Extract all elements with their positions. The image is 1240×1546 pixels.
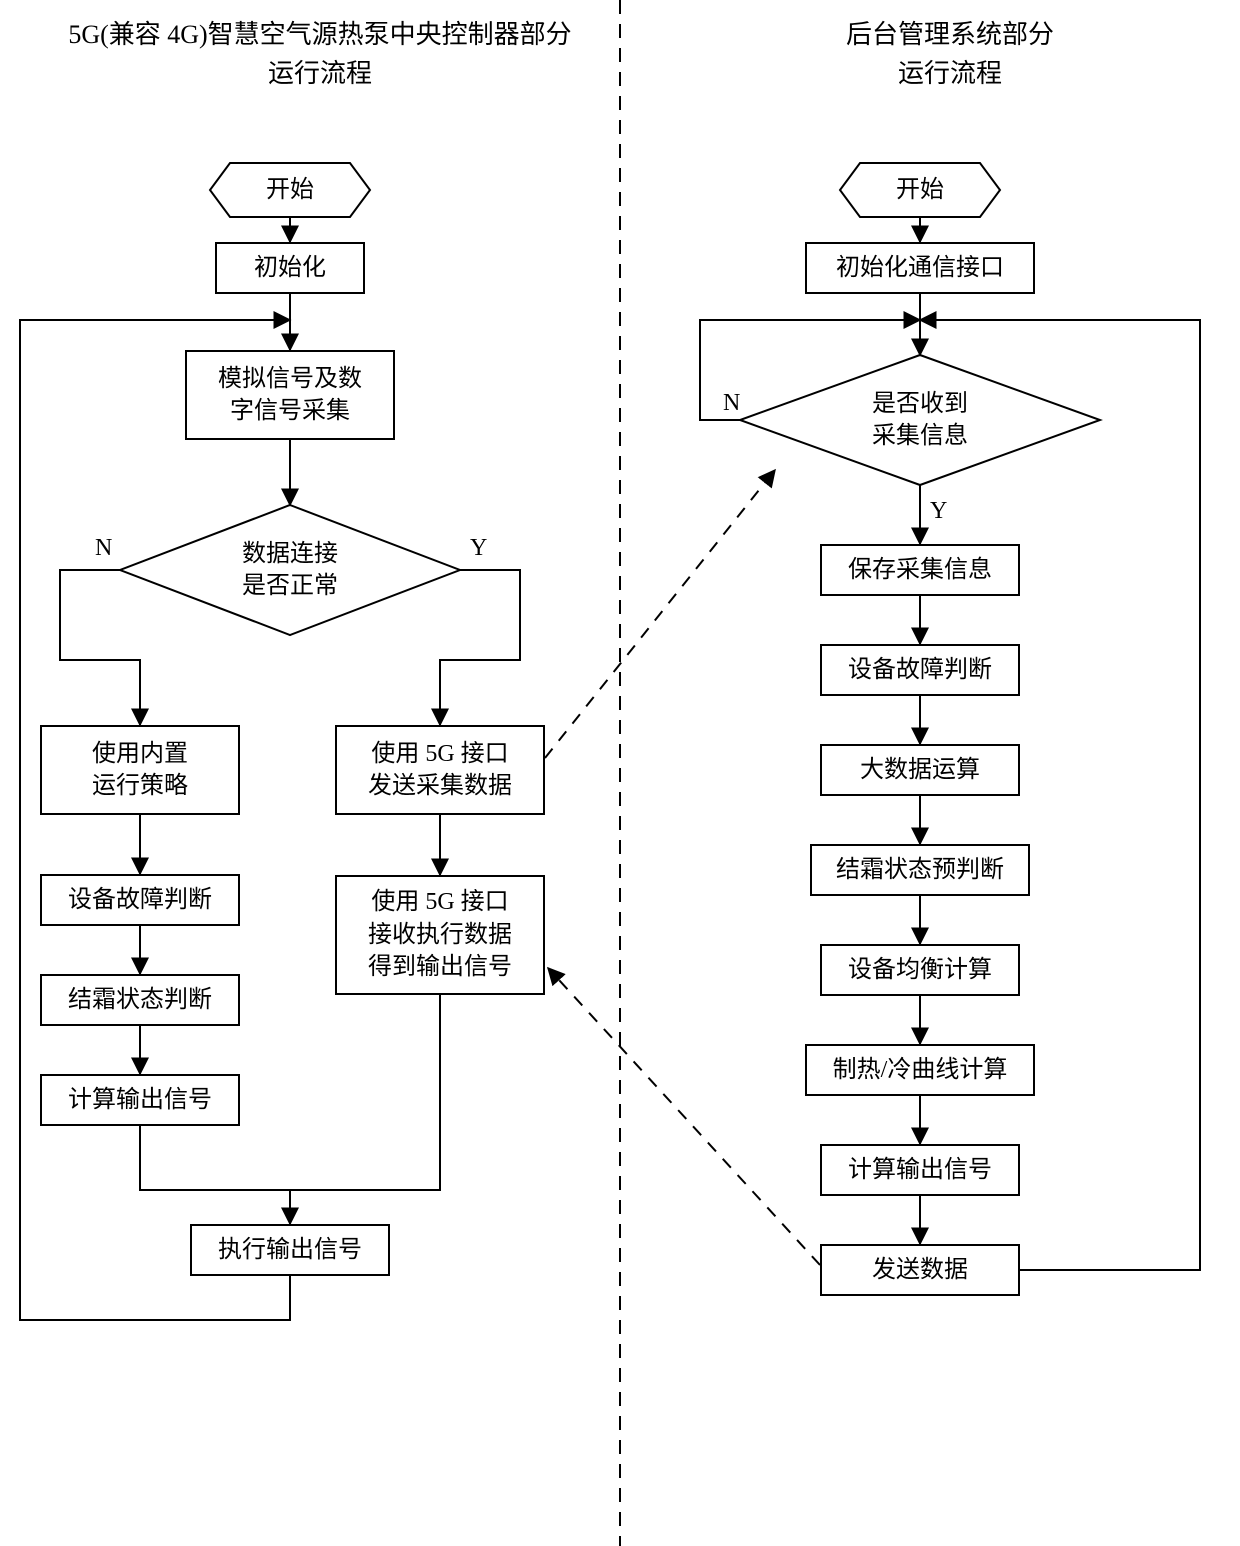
right-fault-box: 设备故障判断 [820, 644, 1020, 696]
right-calc-box: 计算输出信号 [820, 1144, 1020, 1196]
right-bigdata-box: 大数据运算 [820, 744, 1020, 796]
left-y-label: Y [470, 535, 487, 562]
left-builtin-box: 使用内置运行策略 [40, 725, 240, 815]
left-fault-box: 设备故障判断 [40, 874, 240, 926]
right-frost-box: 结霜状态预判断 [810, 844, 1030, 896]
right-curve-box: 制热/冷曲线计算 [805, 1044, 1035, 1096]
left-send5g-box: 使用 5G 接口发送采集数据 [335, 725, 545, 815]
left-collect-box: 模拟信号及数字信号采集 [185, 350, 395, 440]
left-exec-box: 执行输出信号 [190, 1224, 390, 1276]
right-senddata-box: 发送数据 [820, 1244, 1020, 1296]
right-start-label: 开始 [840, 163, 1000, 217]
left-n-label: N [95, 535, 112, 562]
left-decide-label: 数据连接是否正常 [190, 538, 390, 602]
right-balance-box: 设备均衡计算 [820, 944, 1020, 996]
right-y-label: Y [930, 498, 947, 525]
left-init-box: 初始化 [215, 242, 365, 294]
left-recv5g-box: 使用 5G 接口接收执行数据得到输出信号 [335, 875, 545, 995]
left-frost-box: 结霜状态判断 [40, 974, 240, 1026]
left-calc-box: 计算输出信号 [40, 1074, 240, 1126]
right-n-label: N [723, 390, 740, 417]
right-save-box: 保存采集信息 [820, 544, 1020, 596]
right-decide-label: 是否收到采集信息 [820, 388, 1020, 452]
left-start-label: 开始 [210, 163, 370, 217]
right-init-box: 初始化通信接口 [805, 242, 1035, 294]
